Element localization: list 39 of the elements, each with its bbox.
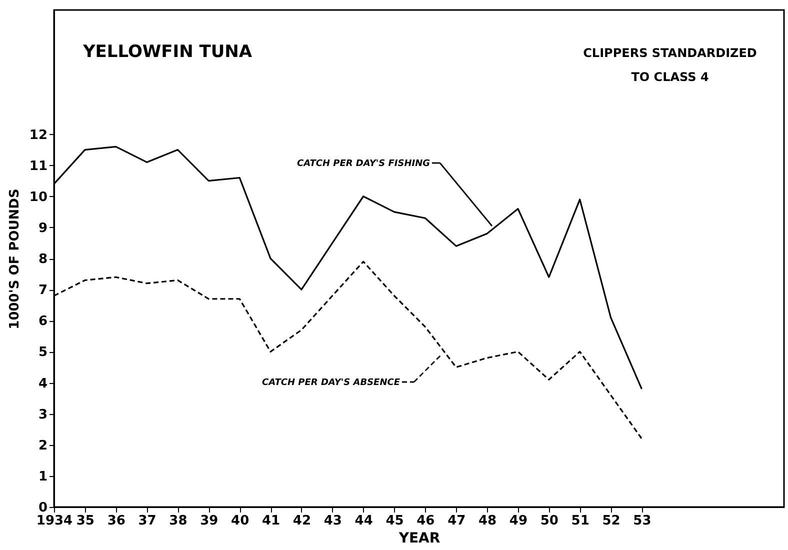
x-tick-label: 1934 [36, 514, 73, 528]
x-tick-label: 41 [262, 514, 280, 528]
x-tick-label: 51 [571, 514, 590, 528]
x-tick-label: 46 [416, 514, 435, 528]
x-tick-label: 36 [107, 514, 126, 528]
x-axis-title: YEAR [398, 530, 440, 546]
y-tick-label: 6 [38, 314, 48, 330]
x-tick-label: 53 [633, 514, 652, 528]
x-tick-label: 48 [478, 514, 497, 528]
x-tick-label: 38 [169, 514, 188, 528]
y-tick-label: 0 [38, 500, 48, 516]
text: CLIPPERS STANDARDIZED TO CLASS 4 [583, 46, 757, 84]
y-tick-label: 12 [29, 128, 48, 143]
y-tick-label: 3 [38, 407, 48, 422]
x-tick-label: 42 [292, 514, 312, 528]
text: YELLOWFIN TUNA [82, 42, 253, 62]
y-tick-label: 7 [38, 283, 48, 298]
y-tick-label: 4 [38, 376, 48, 392]
y-tick-label: 10 [29, 190, 48, 205]
x-tick-label: 45 [386, 514, 404, 528]
x-tick-label: 40 [231, 514, 250, 528]
y-tick-label: 8 [38, 252, 48, 267]
x-tick-label: 47 [448, 514, 466, 528]
legend-label: CATCH PER DAY'S ABSENCE [262, 378, 401, 388]
y-tick-label: 9 [38, 220, 48, 236]
y-tick-label: 2 [38, 438, 48, 454]
y-tick-label: 1 [38, 469, 48, 484]
y-tick-label: 11 [29, 158, 48, 174]
x-tick-label: 49 [509, 514, 528, 528]
y-tick-label: 5 [38, 345, 48, 360]
legend-label: CATCH PER DAY'S FISHING [297, 159, 430, 169]
x-tick-label: 50 [540, 514, 558, 528]
x-tick-label: 39 [200, 514, 218, 528]
x-tick-label: 35 [76, 514, 94, 528]
x-tick-label: 44 [354, 514, 373, 528]
y-axis-title: 1000'S OF POUNDS [7, 188, 22, 330]
x-tick-label: 37 [138, 514, 156, 528]
x-tick-label: 43 [324, 514, 342, 528]
x-tick-label: 52 [602, 514, 620, 528]
